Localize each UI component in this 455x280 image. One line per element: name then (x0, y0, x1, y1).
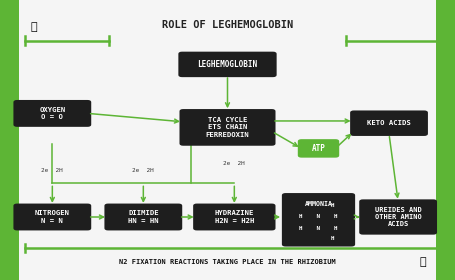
Text: 2e  2H: 2e 2H (132, 168, 154, 173)
Text: ROLE OF LEGHEMOGLOBIN: ROLE OF LEGHEMOGLOBIN (162, 20, 293, 30)
Text: OXYGEN
O = O: OXYGEN O = O (39, 107, 66, 120)
FancyBboxPatch shape (282, 193, 355, 247)
Text: 2e  2H: 2e 2H (41, 168, 63, 173)
Text: H: H (303, 203, 334, 208)
FancyBboxPatch shape (359, 199, 437, 235)
Text: NITROGEN
N = N: NITROGEN N = N (35, 210, 70, 224)
Text: DIIMIDE
HN = HN: DIIMIDE HN = HN (128, 210, 159, 224)
Text: N2 FIXATION REACTIONS TAKING PLACE IN THE RHIZOBIUM: N2 FIXATION REACTIONS TAKING PLACE IN TH… (119, 259, 336, 265)
Text: H: H (303, 235, 334, 241)
FancyBboxPatch shape (178, 52, 277, 77)
Text: ATP: ATP (312, 144, 325, 153)
Text: 2e  2H: 2e 2H (223, 161, 245, 166)
Text: TCA CYCLE
ETS CHAIN
FERREDOXIN: TCA CYCLE ETS CHAIN FERREDOXIN (206, 117, 249, 138)
Text: UREIDES AND
OTHER AMINO
ACIDS: UREIDES AND OTHER AMINO ACIDS (375, 207, 421, 227)
Text: LEGHEMOGLOBIN: LEGHEMOGLOBIN (197, 60, 258, 69)
Bar (436, 0, 455, 280)
Text: KETO ACIDS: KETO ACIDS (367, 120, 411, 126)
FancyBboxPatch shape (179, 109, 275, 146)
Text: HYDRAZINE
H2N = H2H: HYDRAZINE H2N = H2H (215, 210, 254, 224)
FancyBboxPatch shape (298, 139, 339, 158)
Text: AMMONIA: AMMONIA (304, 201, 333, 207)
Bar (0, 0, 19, 280)
FancyBboxPatch shape (14, 204, 91, 230)
FancyBboxPatch shape (104, 204, 182, 230)
Text: H    N    H: H N H (299, 226, 338, 231)
Text: H    N    H: H N H (299, 214, 338, 220)
Text: 🌿: 🌿 (31, 22, 37, 32)
Text: 🌿: 🌿 (420, 257, 426, 267)
FancyBboxPatch shape (193, 204, 275, 230)
FancyBboxPatch shape (14, 100, 91, 127)
FancyBboxPatch shape (350, 111, 428, 136)
